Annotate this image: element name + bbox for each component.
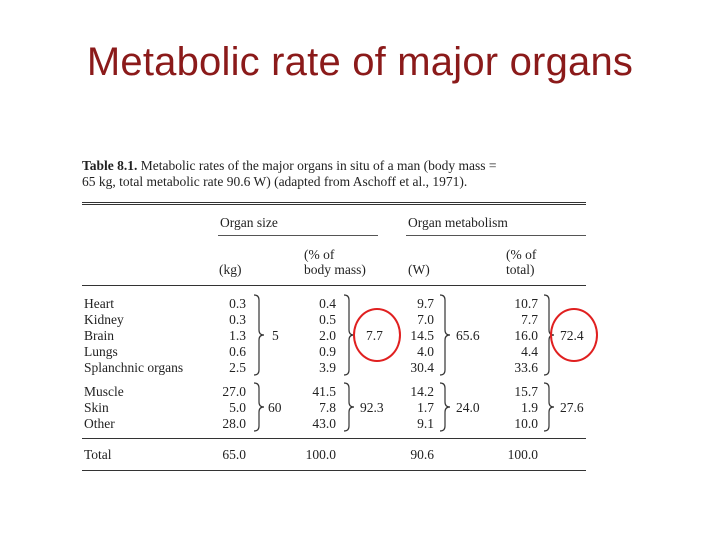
cell-pct-total: 10.7 [514,296,538,311]
row-label-splanchnic: Splanchnic organs [84,360,184,375]
row-label-total: Total [84,447,112,462]
total-rule [82,438,586,439]
brace-other-total [543,382,555,432]
row-label-kidney: Kidney [84,312,124,327]
header-kg: (kg) [219,262,242,277]
cell-kg: 28.0 [222,416,246,431]
cell-pct-mass: 3.9 [319,360,336,375]
cell-watts: 1.7 [417,400,434,415]
highlight-circle-total [550,308,598,362]
slide-title: Metabolic rate of major organs [86,40,634,84]
header-rule [82,285,586,286]
cell-watts: 14.2 [410,384,434,399]
caption-line-2: 65 kg, total metabolic rate 90.6 W) (ada… [82,174,468,189]
metabolism-group-rule [406,235,586,236]
row-label-muscle: Muscle [84,384,124,399]
group-other-watts: 24.0 [456,400,480,415]
total-watts: 90.6 [410,447,434,462]
cell-pct-total: 16.0 [514,328,538,343]
cell-pct-total: 7.7 [521,312,538,327]
highlight-circle-mass [353,308,401,362]
cell-watts: 4.0 [417,344,434,359]
size-group-rule [218,235,378,236]
brace-other-watts [439,382,451,432]
cell-kg: 0.3 [229,296,246,311]
cell-kg: 2.5 [229,360,246,375]
group-internal-kg: 5 [272,328,279,343]
cell-pct-total: 4.4 [521,344,538,359]
cell-watts: 14.5 [410,328,434,343]
cell-kg: 0.3 [229,312,246,327]
metabolic-rate-table: Table 8.1. Metabolic rates of the major … [82,158,598,480]
header-organ-metabolism: Organ metabolism [408,215,508,230]
header-w: (W) [408,262,430,277]
brace-internal-kg [253,294,265,376]
bottom-rule [82,470,586,471]
group-internal-watts: 65.6 [456,328,480,343]
cell-watts: 7.0 [417,312,434,327]
total-pct-mass: 100.0 [305,447,336,462]
cell-kg: 27.0 [222,384,246,399]
row-label-heart: Heart [84,296,114,311]
cell-watts: 9.1 [417,416,434,431]
header-pct-total-line1: (% of [506,247,537,262]
cell-pct-total: 1.9 [521,400,538,415]
cell-pct-mass: 41.5 [312,384,336,399]
cell-kg: 5.0 [229,400,246,415]
cell-pct-total: 15.7 [514,384,538,399]
cell-pct-mass: 0.9 [319,344,336,359]
group-other-kg: 60 [268,400,282,415]
cell-pct-total: 33.6 [514,360,538,375]
brace-internal-watts [439,294,451,376]
cell-pct-mass: 43.0 [312,416,336,431]
cell-watts: 9.7 [417,296,434,311]
caption-line-1: Metabolic rates of the major organs in s… [140,158,497,173]
top-rule [82,202,586,205]
cell-pct-mass: 0.4 [319,296,336,311]
cell-kg: 1.3 [229,328,246,343]
table-number: Table 8.1. [82,158,138,173]
brace-other-mass [343,382,355,432]
total-kg: 65.0 [222,447,246,462]
row-label-lungs: Lungs [84,344,118,359]
row-label-other: Other [84,416,115,431]
cell-pct-mass: 2.0 [319,328,336,343]
cell-pct-total: 10.0 [514,416,538,431]
cell-kg: 0.6 [229,344,246,359]
group-other-pct-mass: 92.3 [360,400,384,415]
group-other-pct-total: 27.6 [560,400,584,415]
brace-other-kg [253,382,265,432]
header-organ-size: Organ size [220,215,278,230]
total-pct-total: 100.0 [507,447,538,462]
row-label-skin: Skin [84,400,109,415]
cell-pct-mass: 0.5 [319,312,336,327]
table-caption: Table 8.1. Metabolic rates of the major … [82,158,588,190]
cell-watts: 30.4 [410,360,434,375]
cell-pct-mass: 7.8 [319,400,336,415]
header-pct-total-line2: total) [506,262,535,277]
header-pct-mass-line2: body mass) [304,262,366,277]
row-label-brain: Brain [84,328,114,343]
header-pct-mass-line1: (% of [304,247,335,262]
